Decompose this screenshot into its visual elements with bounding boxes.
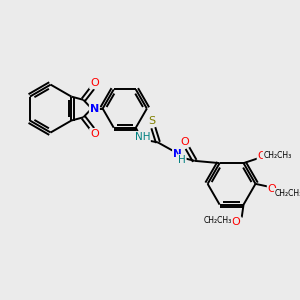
Text: O: O	[232, 217, 241, 227]
Text: CH₂CH₃: CH₂CH₃	[263, 151, 292, 160]
Text: N: N	[173, 149, 182, 159]
Text: CH₂CH₃: CH₂CH₃	[204, 216, 232, 225]
Text: O: O	[180, 136, 189, 146]
Text: N: N	[90, 103, 99, 114]
Text: O: O	[90, 78, 99, 88]
Text: O: O	[90, 129, 99, 139]
Text: H: H	[178, 155, 186, 165]
Text: O: O	[258, 151, 266, 161]
Text: O: O	[268, 184, 277, 194]
Text: CH₂CH₃: CH₂CH₃	[274, 189, 300, 198]
Text: NH: NH	[134, 132, 150, 142]
Text: S: S	[148, 116, 155, 126]
